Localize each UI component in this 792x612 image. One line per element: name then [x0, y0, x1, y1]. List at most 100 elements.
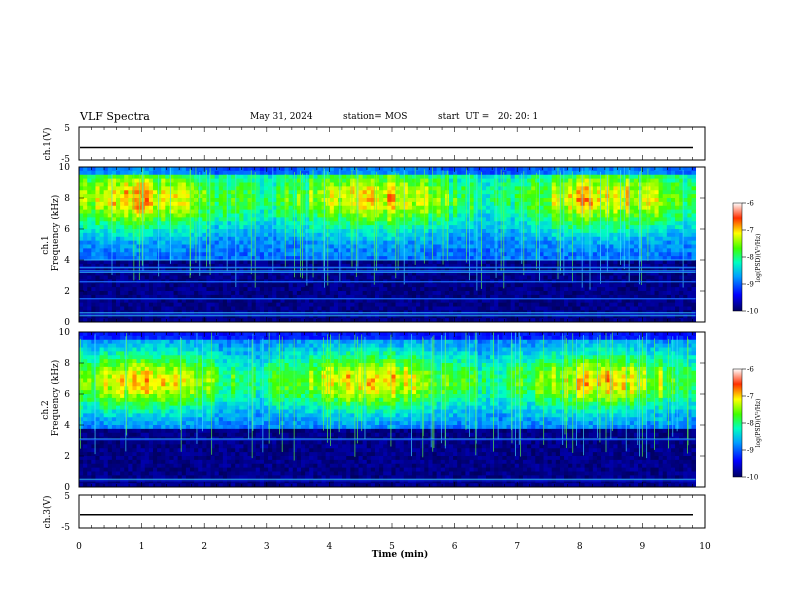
- spectrogram-cell: [268, 291, 273, 296]
- spectrogram-cell: [461, 182, 466, 187]
- spectrogram-cell: [185, 240, 191, 245]
- spectrogram-cell: [177, 190, 183, 195]
- spectrogram-cell: [321, 294, 327, 300]
- spectrogram-cell: [465, 283, 470, 288]
- spectrogram-cell: [362, 198, 368, 203]
- spectrogram-cell: [276, 167, 281, 172]
- spectrogram-cell: [305, 298, 310, 304]
- spectrogram-cell: [461, 194, 466, 199]
- spectrogram-cell: [124, 256, 129, 261]
- spectrogram-cell: [210, 221, 216, 226]
- spectrogram-cell: [436, 205, 442, 211]
- spectrogram-cell: [342, 205, 347, 211]
- spectrogram-cell: [157, 167, 162, 172]
- spectrogram-cell: [243, 275, 248, 280]
- spectrogram-cell: [448, 198, 454, 203]
- spectrogram-cell: [366, 267, 372, 273]
- spectrogram-cell: [235, 256, 240, 261]
- spectrogram-cell: [218, 236, 224, 242]
- spectrogram-cell: [535, 256, 540, 261]
- spectrogram-cell: [95, 314, 100, 319]
- spectrogram-cell: [251, 232, 257, 238]
- spectrogram-cell: [95, 229, 100, 234]
- spectrogram-cell: [325, 314, 331, 319]
- spectrogram-cell: [506, 240, 512, 245]
- spectrogram-cell: [189, 240, 195, 245]
- spectrogram-cell: [346, 271, 351, 276]
- spectrogram-cell: [469, 314, 475, 319]
- spectrogram-cell: [477, 302, 483, 307]
- spectrogram-cell: [535, 225, 540, 230]
- spectrogram-cell: [218, 314, 224, 319]
- spectrogram-cell: [358, 240, 364, 245]
- spectrogram-cell: [399, 217, 405, 222]
- spectrogram-cell: [272, 267, 277, 273]
- spectrogram-cell: [379, 229, 384, 234]
- spectrogram-cell: [485, 174, 491, 180]
- spectrogram-cell: [247, 302, 253, 307]
- spectrogram-cell: [379, 217, 384, 222]
- spectrogram-cell: [173, 209, 179, 214]
- spectrogram-cell: [210, 190, 216, 195]
- spectrogram-cell: [79, 225, 84, 230]
- spectrogram-cell: [128, 198, 133, 203]
- spectrogram-cell: [152, 240, 158, 245]
- spectrogram-cell: [531, 182, 536, 187]
- spectrogram-cell: [99, 252, 105, 257]
- spectrogram-cell: [235, 229, 240, 234]
- spectrogram-cell: [239, 256, 244, 261]
- spectrogram-cell: [444, 314, 450, 319]
- spectrogram-cell: [128, 283, 133, 288]
- spectrogram-cell: [370, 302, 376, 307]
- spectrogram-cell: [284, 275, 290, 280]
- spectrogram-cell: [518, 178, 524, 183]
- spectrogram-cell: [87, 221, 92, 226]
- spectrogram-cell: [120, 260, 125, 265]
- spectrogram-cell: [510, 287, 516, 292]
- spectrogram-cell: [564, 302, 569, 307]
- spectrogram-cell: [551, 275, 557, 280]
- spectrogram-cell: [148, 283, 154, 288]
- spectrogram-cell: [514, 236, 520, 242]
- spectrogram-cell: [231, 271, 236, 276]
- spectrogram-cell: [218, 240, 224, 245]
- spectrogram-cell: [473, 256, 479, 261]
- spectrogram-cell: [206, 298, 211, 304]
- spectrogram-cell: [547, 283, 553, 288]
- spectrogram-cell: [411, 194, 417, 199]
- spectrogram-cell: [346, 217, 351, 222]
- spectrogram-cell: [485, 267, 491, 273]
- spectrogram-cell: [165, 287, 170, 292]
- spectrogram-cell: [391, 209, 396, 214]
- spectrogram-cell: [576, 221, 581, 226]
- spectrogram-cell: [185, 213, 191, 218]
- spectrogram-cell: [346, 275, 351, 280]
- spectrogram-cell: [362, 263, 368, 269]
- spectrogram-cell: [136, 263, 142, 269]
- spectrogram-cell: [177, 240, 183, 245]
- spectrogram-cell: [239, 236, 244, 242]
- spectrogram-cell: [214, 263, 220, 269]
- spectrogram-cell: [202, 287, 207, 292]
- spectrogram-cell: [407, 225, 413, 230]
- spectrogram-cell: [453, 252, 458, 257]
- spectrogram-cell: [280, 232, 285, 238]
- spectrogram-cell: [263, 306, 269, 311]
- spectrogram-cell: [136, 275, 142, 280]
- spectrogram-cell: [165, 263, 170, 269]
- spectrogram-cell: [292, 178, 298, 183]
- spectrogram-cell: [296, 291, 302, 296]
- spectrogram-cell: [564, 198, 569, 203]
- spectrogram-cell: [547, 201, 553, 207]
- spectrogram-cell: [268, 283, 273, 288]
- spectrogram-cell: [333, 213, 339, 218]
- spectrogram-cell: [325, 291, 331, 296]
- spectrogram-cell: [453, 232, 458, 238]
- spectrogram-cell: [469, 236, 475, 242]
- spectrogram-cell: [132, 287, 137, 292]
- spectrogram-cell: [399, 271, 405, 276]
- spectrogram-cell: [403, 190, 409, 195]
- spectrogram-cell: [416, 314, 421, 319]
- spectrogram-cell: [128, 318, 133, 323]
- spectrogram-cell: [473, 275, 479, 280]
